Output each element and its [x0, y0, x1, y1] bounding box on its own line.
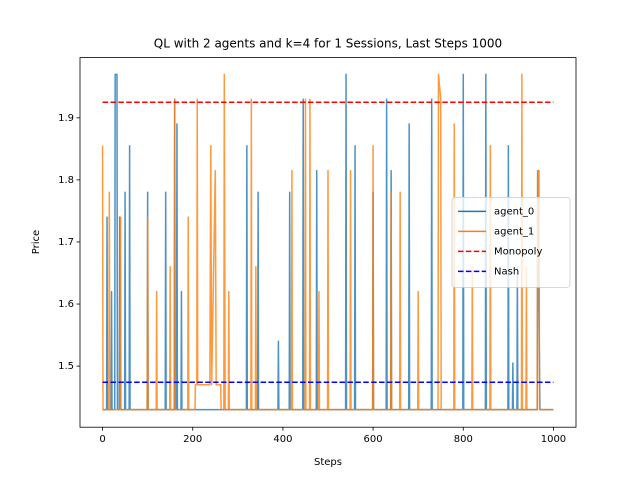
y-tick-label: 1.5 — [58, 361, 74, 372]
x-tick-label: 1000 — [541, 434, 566, 445]
y-axis-label: Price — [31, 230, 42, 254]
legend-label: Monopoly — [494, 246, 542, 257]
y-tick-label: 1.7 — [58, 237, 74, 248]
legend-label: agent_0 — [494, 206, 534, 217]
legend-label: agent_1 — [494, 226, 534, 237]
plot-frame — [79, 57, 577, 428]
x-tick-label: 400 — [273, 434, 292, 445]
y-tick-label: 1.8 — [58, 175, 74, 186]
y-tick-label: 1.6 — [58, 299, 74, 310]
x-axis-label: Steps — [314, 457, 342, 468]
x-tick-label: 0 — [99, 434, 105, 445]
chart-title: QL with 2 agents and k=4 for 1 Sessions,… — [154, 37, 502, 51]
legend-box — [451, 196, 571, 288]
x-tick-label: 200 — [183, 434, 202, 445]
legend-label: Nash — [494, 266, 519, 277]
y-tick-label: 1.9 — [58, 113, 74, 124]
x-tick-label: 800 — [454, 434, 473, 445]
x-tick-label: 600 — [364, 434, 383, 445]
data-line — [101, 73, 554, 411]
